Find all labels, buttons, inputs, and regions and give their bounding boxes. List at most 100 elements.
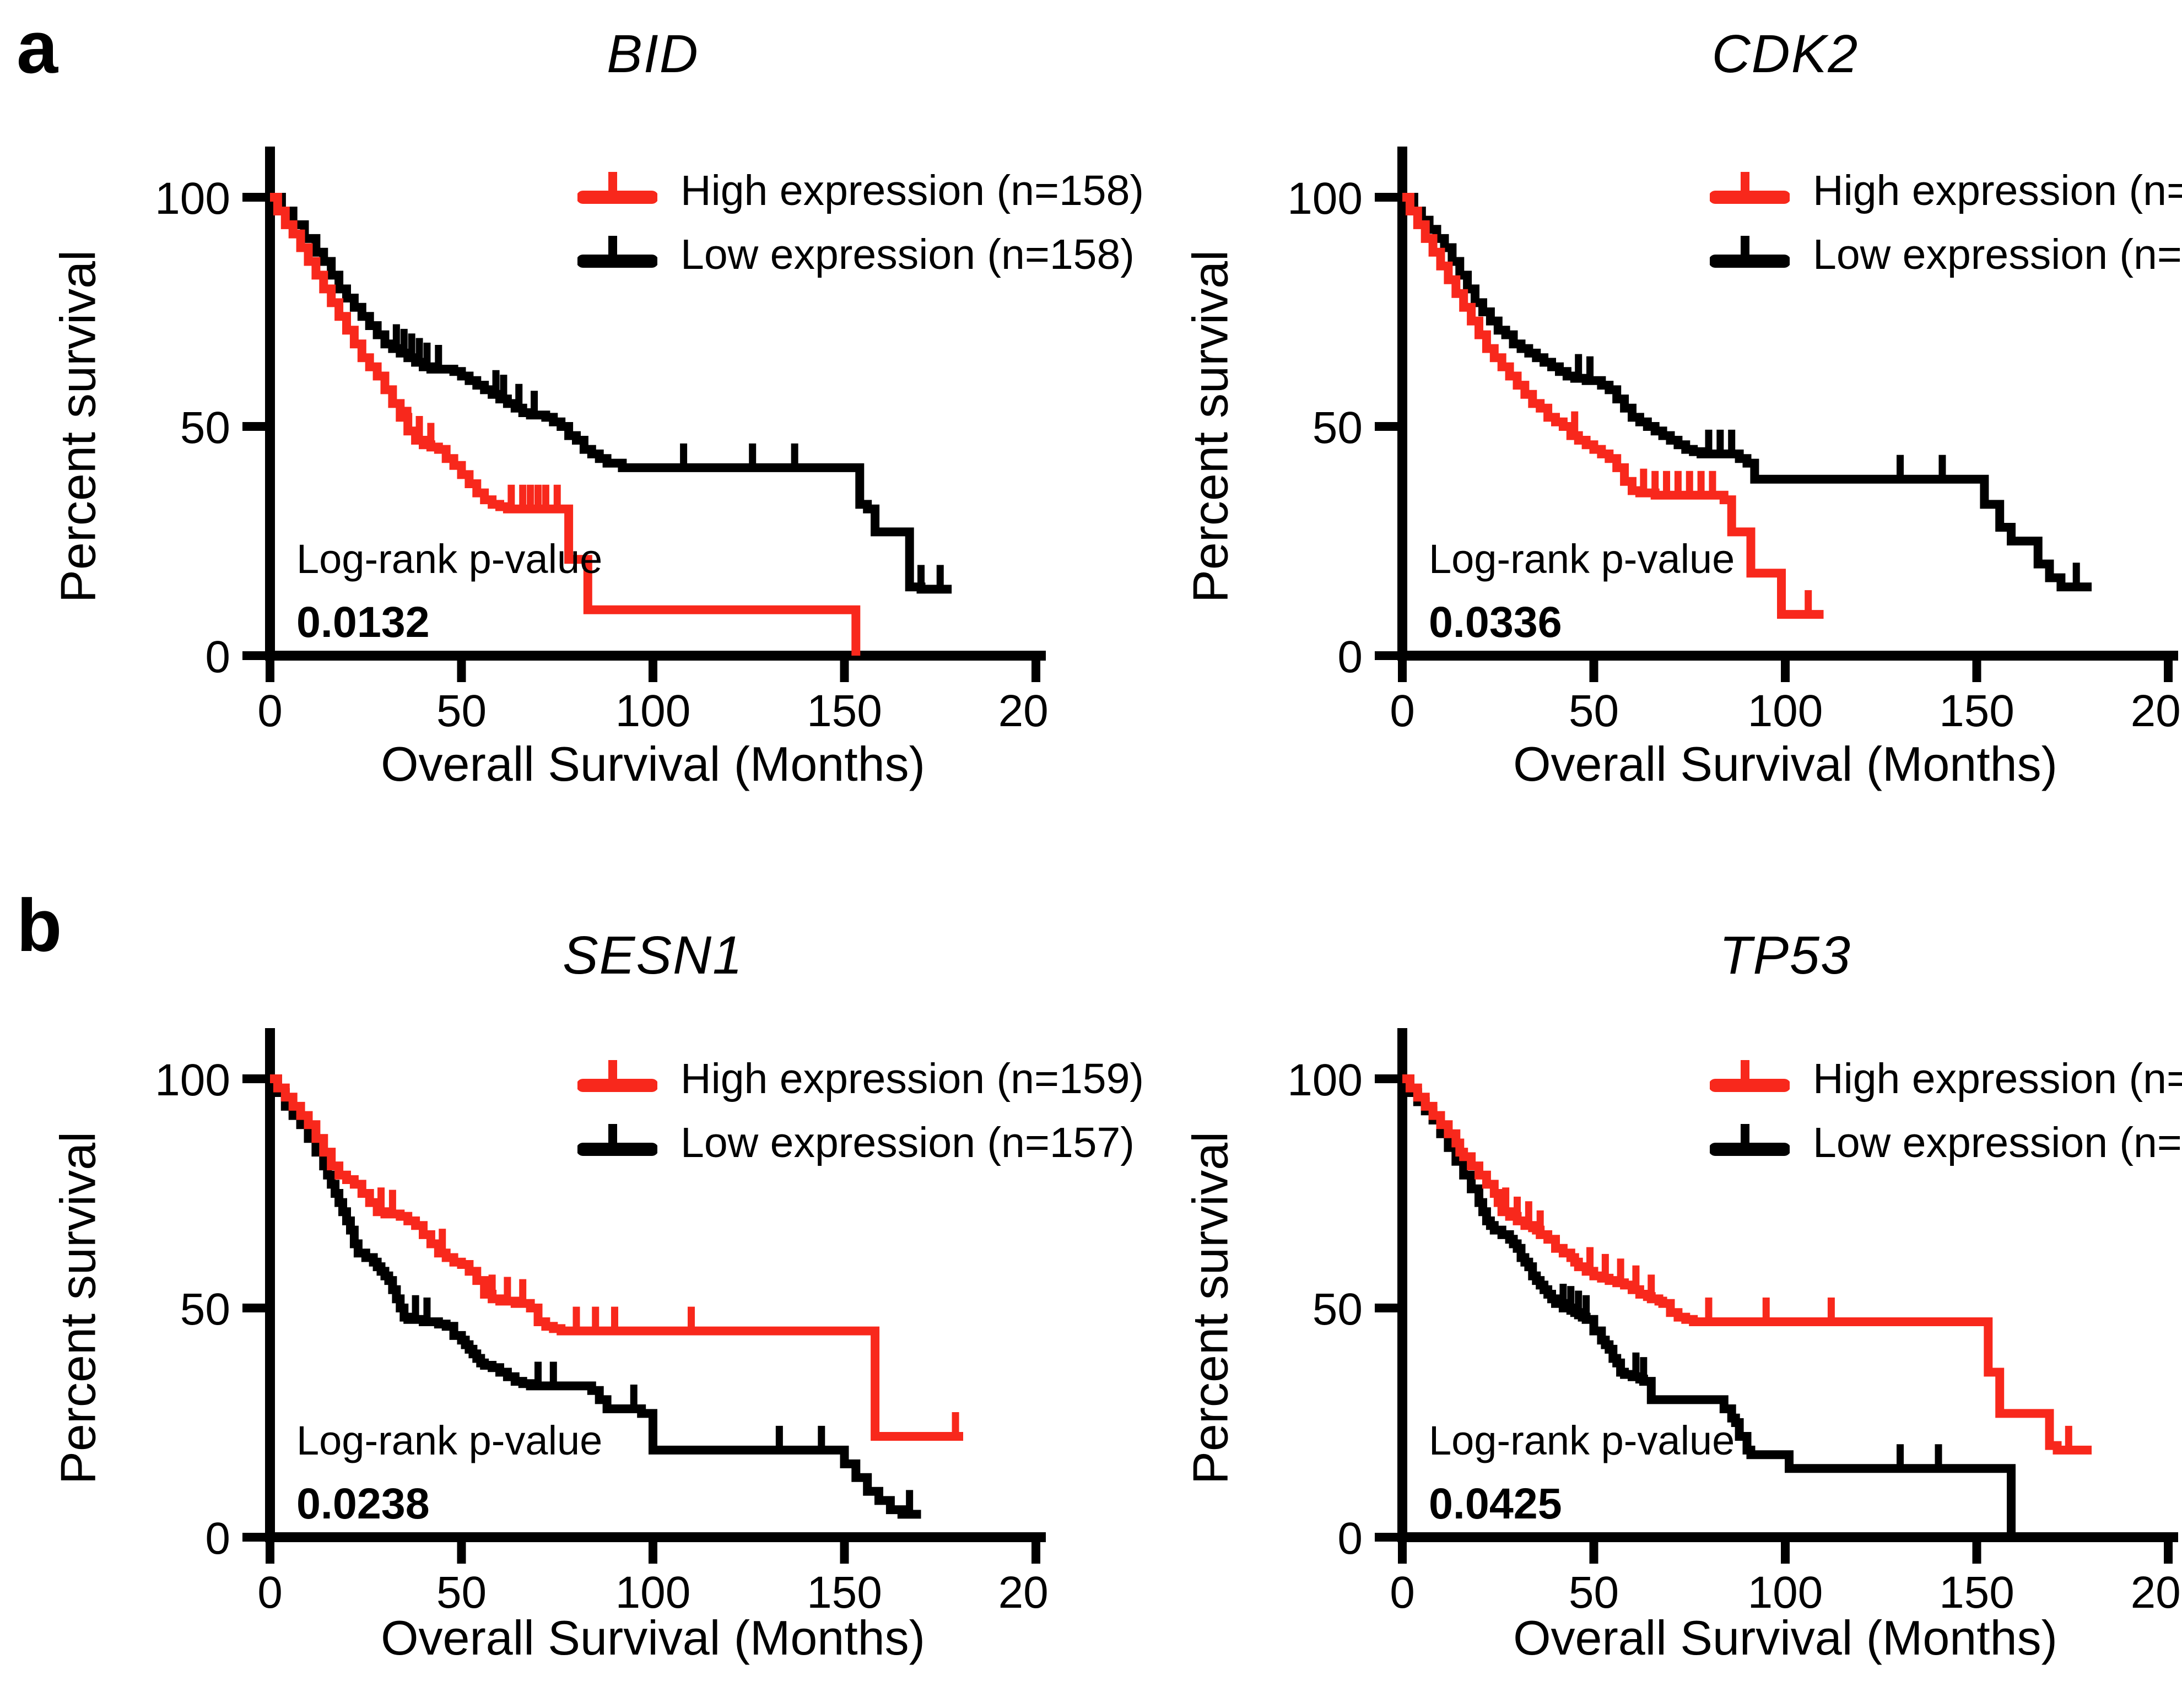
x-tick-label: 50 xyxy=(436,686,487,736)
x-axis-title: Overall Survival (Months) xyxy=(1513,1610,2057,1665)
chart-title: SESN1 xyxy=(562,925,744,985)
y-tick-label: 50 xyxy=(180,403,230,453)
y-tick-label: 100 xyxy=(1287,174,1363,224)
legend-item-high-expression: High expression (n=159) xyxy=(1710,1051,2182,1106)
logrank-p-value: 0.0336 xyxy=(1429,597,1562,646)
km-chart-bid: 050100050100150200 BID Percent survival … xyxy=(0,0,1144,826)
y-axis-title: Percent survival xyxy=(1183,1131,1239,1485)
logrank-label: Log-rank p-value xyxy=(296,1418,603,1463)
chart-title: CDK2 xyxy=(1711,24,1859,84)
y-tick-label: 0 xyxy=(1337,1514,1363,1564)
logrank-label: Log-rank p-value xyxy=(296,536,603,582)
x-tick-label: 100 xyxy=(1748,686,1823,736)
km-chart-tp53: 0 50 100 0 50 100 150 200 TP53 Percent survival… xyxy=(1132,882,2182,1708)
legend-item-high-expression: High expression (n=159) xyxy=(1710,163,2182,218)
logrank-p-value: 0.0132 xyxy=(296,597,430,646)
legend-item-low-expression: Low expression (n=157) xyxy=(577,1115,1144,1170)
x-tick-label: 0 xyxy=(1390,1568,1415,1618)
high-expression-curve-icon xyxy=(577,172,657,204)
y-tick-label: 100 xyxy=(1287,1055,1363,1105)
legend-label-low: Low expression (n=157) xyxy=(680,1118,1135,1166)
legend-label-low: Low expression (n=157) xyxy=(1813,1118,2182,1166)
y-axis-title: Percent survival xyxy=(51,1131,106,1485)
axes xyxy=(1397,147,2178,661)
x-axis-title: Overall Survival (Months) xyxy=(381,1610,925,1665)
x-tick-label: 200 xyxy=(998,1568,1050,1618)
x-tick-label: 150 xyxy=(807,686,882,736)
x-tick-label: 50 xyxy=(436,1568,487,1618)
legend-label-low: Low expression (n=157) xyxy=(1813,230,2182,278)
km-curve-high-expression xyxy=(270,193,861,656)
legend: High expression (n=159) Low expression (… xyxy=(1710,1051,2182,1170)
high-expression-curve-icon xyxy=(1710,172,1790,204)
legend-item-high-expression: High expression (n=158) xyxy=(577,163,1144,218)
survival-plot: 0 50 100 0 50 100 150 200 xyxy=(155,147,1050,736)
logrank-p-value: 0.0238 xyxy=(296,1479,430,1528)
x-tick-label: 150 xyxy=(1939,686,2014,736)
km-chart-sesn1: 0 50 100 0 50 100 150 200 SESN1 Percent surviva… xyxy=(0,882,1144,1708)
y-tick-label: 0 xyxy=(1337,632,1363,682)
logrank-label: Log-rank p-value xyxy=(1429,1418,1735,1463)
y-tick-label: 100 xyxy=(155,174,230,224)
x-tick-label: 0 xyxy=(1390,686,1415,736)
high-expression-curve-icon xyxy=(1710,1060,1790,1092)
legend: High expression (n=159) Low expression (… xyxy=(1710,163,2182,282)
km-curve-low-expression xyxy=(270,1074,921,1519)
y-tick-label: 100 xyxy=(155,1055,230,1105)
legend-label-high: High expression (n=159) xyxy=(1813,1055,2182,1102)
low-expression-curve-icon xyxy=(1710,1124,1790,1156)
legend-label-low: Low expression (n=158) xyxy=(680,230,1135,278)
axes xyxy=(1397,1028,2178,1542)
km-curve-low-expression xyxy=(1402,1074,2016,1537)
km-curve-low-expression xyxy=(1402,193,2092,592)
logrank-p-value: 0.0425 xyxy=(1429,1479,1562,1528)
x-tick-label: 100 xyxy=(615,686,691,736)
km-curve-high-expression xyxy=(1402,193,1824,619)
x-axis-title: Overall Survival (Months) xyxy=(1513,737,2057,791)
chart-title: BID xyxy=(607,24,699,84)
km-curve-low-expression xyxy=(270,193,952,594)
x-tick-label: 100 xyxy=(1748,1568,1823,1618)
y-tick-label: 0 xyxy=(205,1514,230,1564)
legend-label-high: High expression (n=158) xyxy=(680,166,1144,214)
legend-item-low-expression: Low expression (n=158) xyxy=(577,227,1144,282)
chart-title: TP53 xyxy=(1719,925,1851,985)
low-expression-curve-icon xyxy=(577,1124,657,1156)
y-tick-label: 50 xyxy=(1313,1284,1363,1334)
logrank-block: Log-rank p-value 0.0336 xyxy=(1429,536,1735,647)
y-axis-title: Percent survival xyxy=(1183,250,1239,603)
y-tick-label: 50 xyxy=(1313,403,1363,453)
logrank-block: Log-rank p-value 0.0238 xyxy=(296,1417,602,1529)
x-tick-label: 200 xyxy=(2131,1568,2182,1618)
legend: High expression (n=158) Low expression (… xyxy=(577,163,1144,282)
legend-item-low-expression: Low expression (n=157) xyxy=(1710,1115,2182,1170)
panel-label-b: b xyxy=(17,884,62,967)
legend-item-low-expression: Low expression (n=157) xyxy=(1710,227,2182,282)
y-tick-label: 0 xyxy=(205,632,230,682)
km-curve-high-expression xyxy=(270,1074,963,1441)
low-expression-curve-icon xyxy=(577,236,657,268)
survival-plot: 0 50 100 0 50 100 150 200 xyxy=(1287,1028,2182,1618)
x-tick-label: 150 xyxy=(807,1568,882,1618)
x-tick-label: 200 xyxy=(2131,686,2182,736)
x-tick-label: 50 xyxy=(1569,1568,1619,1618)
x-tick-label: 200 xyxy=(998,686,1050,736)
logrank-block: Log-rank p-value 0.0132 xyxy=(296,536,602,647)
logrank-block: Log-rank p-value 0.0425 xyxy=(1429,1417,1735,1529)
axes xyxy=(265,147,1046,661)
survival-plot: 0 50 100 0 50 100 150 200 xyxy=(155,1028,1050,1618)
x-tick-label: 0 xyxy=(257,1568,283,1618)
axes xyxy=(265,1028,1046,1542)
legend: High expression (n=159) Low expression (… xyxy=(577,1051,1144,1170)
figure-canvas: a b 0 50 100 0 50 100 150 200 BID Percent survi… xyxy=(0,0,2182,1665)
survival-plot: 0 50 100 0 50 100 150 200 xyxy=(1287,147,2182,736)
km-chart-cdk2: 0 50 100 0 50 100 150 200 CDK2 Percent survival… xyxy=(1132,0,2182,826)
y-tick-label: 50 xyxy=(180,1284,230,1334)
y-axis-title: Percent survival xyxy=(51,250,106,603)
x-tick-label: 150 xyxy=(1939,1568,2014,1618)
x-tick-label: 100 xyxy=(615,1568,691,1618)
logrank-label: Log-rank p-value xyxy=(1429,536,1735,582)
low-expression-curve-icon xyxy=(1710,236,1790,268)
x-tick-label: 50 xyxy=(1569,686,1619,736)
legend-item-high-expression: High expression (n=159) xyxy=(577,1051,1144,1106)
